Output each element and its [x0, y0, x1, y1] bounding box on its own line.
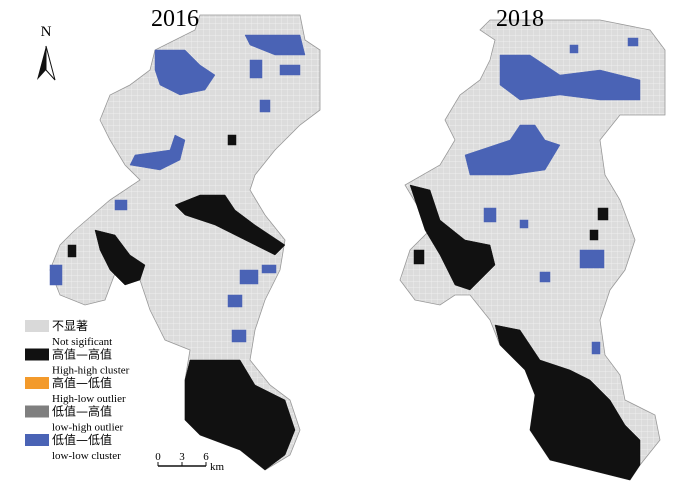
low-low-area: [464, 124, 561, 176]
low-low-area: [591, 341, 601, 355]
high-high-area: [67, 244, 77, 258]
legend-swatch: [25, 348, 49, 361]
legend-label-en: low-low cluster: [52, 450, 121, 462]
low-low-area: [231, 329, 247, 343]
high-high-area: [413, 249, 425, 265]
north-label: N: [41, 24, 52, 40]
legend-label-en: low-high outlier: [52, 422, 124, 434]
legend-swatch: [25, 320, 49, 332]
low-low-area: [259, 99, 271, 113]
low-low-area: [483, 207, 497, 223]
scale-label: 3: [179, 451, 185, 463]
high-high-area: [494, 324, 641, 481]
scale-label: 6: [203, 451, 209, 463]
low-low-area: [249, 59, 263, 79]
scale-label: 0: [155, 451, 161, 463]
low-low-area: [279, 64, 301, 76]
legend-swatch: [25, 434, 49, 446]
legend-label-zh: 低值—低值: [52, 432, 112, 447]
low-low-area: [499, 54, 641, 101]
legend-label-zh: 高值—低值: [52, 375, 112, 390]
map-title: 2018: [496, 6, 544, 32]
legend-label-zh: 低值—高值: [52, 404, 112, 419]
high-high-area: [409, 184, 496, 291]
high-high-area: [227, 134, 237, 146]
legend-label-en: High-high cluster: [52, 365, 130, 377]
legend-swatch: [25, 377, 49, 389]
legend-label-zh: 高值—高值: [52, 347, 112, 362]
scale-unit: km: [210, 461, 225, 473]
low-low-area: [627, 37, 639, 47]
low-low-area: [579, 249, 605, 269]
legend-swatch: [25, 405, 49, 418]
north-arrow: N: [37, 24, 56, 81]
low-low-area: [539, 271, 551, 283]
low-low-area: [227, 294, 243, 308]
high-high-area: [597, 207, 609, 221]
low-low-area: [569, 44, 579, 54]
low-low-area: [261, 264, 277, 274]
map-title: 2016: [151, 6, 199, 32]
map-2018: 2018: [399, 6, 666, 481]
map-2016: 2016: [49, 6, 321, 471]
high-high-area: [94, 229, 146, 286]
low-low-area: [49, 264, 63, 286]
low-low-area: [519, 219, 529, 229]
high-high-area: [174, 194, 286, 256]
high-high-area: [184, 359, 296, 471]
low-low-area: [114, 199, 128, 211]
high-high-area: [589, 229, 599, 241]
legend-label-en: High-low outlier: [52, 393, 126, 405]
legend-label-zh: 不显著: [52, 319, 88, 333]
arrow-half: [37, 46, 46, 80]
low-low-area: [154, 49, 216, 96]
low-low-area: [129, 134, 186, 171]
low-low-area: [239, 269, 259, 285]
scale-bar: 0 3 6km: [155, 451, 224, 473]
legend-label-en: Not sigificant: [52, 336, 112, 348]
arrow-half: [45, 45, 56, 81]
low-low-area: [244, 34, 306, 56]
